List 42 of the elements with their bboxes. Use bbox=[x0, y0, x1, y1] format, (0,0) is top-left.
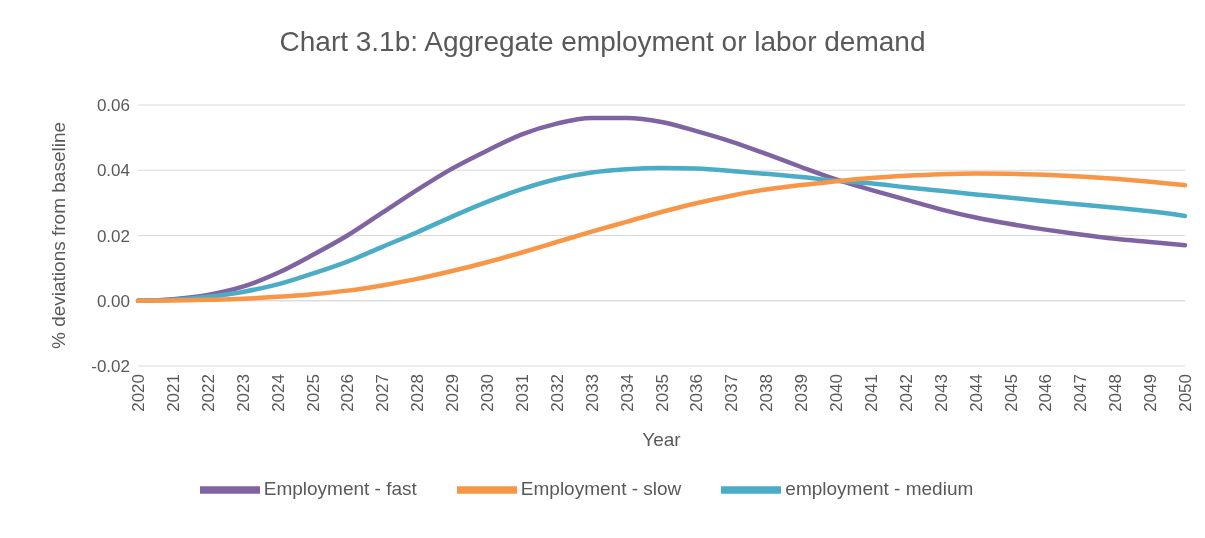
x-axis-title: Year bbox=[642, 429, 682, 450]
y-tick-label: 0.02 bbox=[96, 226, 130, 246]
x-tick-label: 2036 bbox=[687, 374, 707, 412]
x-tick-label: 2050 bbox=[1176, 374, 1196, 412]
x-tick-label: 2042 bbox=[896, 374, 916, 412]
x-tick-label: 2037 bbox=[722, 374, 742, 412]
x-tick-label: 2049 bbox=[1141, 374, 1161, 412]
x-tick-label: 2027 bbox=[373, 374, 393, 412]
x-tick-label: 2048 bbox=[1106, 374, 1126, 412]
x-tick-label: 2025 bbox=[303, 374, 323, 412]
legend-label: employment - medium bbox=[785, 478, 974, 500]
legend-label: Employment - slow bbox=[520, 478, 682, 500]
x-tick-label: 2028 bbox=[408, 374, 428, 412]
x-tick-label: 2023 bbox=[233, 374, 253, 412]
x-tick-label: 2030 bbox=[478, 374, 498, 412]
x-tick-label: 2047 bbox=[1071, 374, 1091, 412]
x-tick-label: 2039 bbox=[792, 374, 812, 412]
x-tick-label: 2022 bbox=[198, 374, 218, 412]
x-tick-label: 2020 bbox=[129, 374, 149, 412]
y-tick-label: 0.06 bbox=[96, 96, 130, 116]
x-tick-label: 2034 bbox=[617, 374, 637, 412]
x-tick-label: 2024 bbox=[268, 374, 288, 412]
x-tick-label: 2031 bbox=[512, 374, 532, 412]
y-tick-label: -0.02 bbox=[91, 357, 130, 377]
x-tick-label: 2043 bbox=[931, 374, 951, 412]
x-tick-label: 2044 bbox=[966, 374, 986, 412]
x-tick-label: 2041 bbox=[861, 374, 881, 412]
x-tick-label: 2026 bbox=[338, 374, 358, 412]
y-tick-label: 0.04 bbox=[96, 161, 130, 181]
x-tick-label: 2040 bbox=[827, 374, 847, 412]
x-tick-label: 2046 bbox=[1036, 374, 1056, 412]
x-tick-label: 2035 bbox=[652, 374, 672, 412]
y-tick-label: 0.00 bbox=[96, 291, 130, 311]
x-tick-label: 2021 bbox=[163, 374, 183, 412]
x-tick-label: 2033 bbox=[582, 374, 602, 412]
chart-title: Chart 3.1b: Aggregate employment or labor demand bbox=[278, 26, 927, 58]
y-axis-title: % deviations from baseline bbox=[47, 121, 69, 350]
x-tick-label: 2045 bbox=[1001, 374, 1021, 412]
x-tick-label: 2032 bbox=[547, 374, 567, 412]
x-tick-label: 2038 bbox=[757, 374, 777, 412]
x-tick-label: 2029 bbox=[443, 374, 463, 412]
legend-label: Employment - fast bbox=[263, 478, 417, 500]
